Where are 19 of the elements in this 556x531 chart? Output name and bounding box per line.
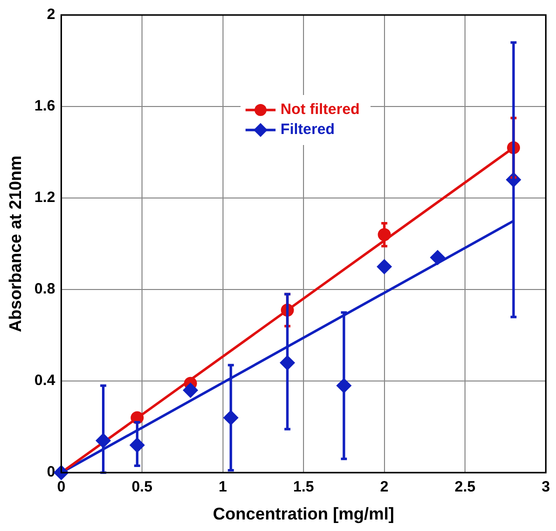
x-tick-label: 1.5 — [293, 478, 314, 496]
y-tick-label: 2 — [46, 6, 56, 24]
x-tick-label: 2.5 — [454, 478, 476, 496]
point — [376, 259, 392, 274]
x-tick-label: 1 — [218, 478, 227, 496]
y-tick-label: 1.2 — [34, 189, 56, 206]
legend-label: Not filtered — [280, 101, 360, 118]
x-axis-title: Concentration [mg/ml] — [212, 504, 394, 524]
point — [430, 250, 446, 266]
point — [182, 382, 198, 398]
x-tick-label: 2 — [380, 478, 388, 496]
y-tick-label: 0.8 — [34, 280, 56, 298]
y-tick-label: 0 — [46, 464, 56, 481]
y-tick-label: 0.4 — [34, 372, 56, 390]
y-axis-title: Absorbance at 210nm — [6, 155, 25, 332]
legend-label: Filtered — [280, 121, 335, 138]
x-tick-label: 3 — [542, 478, 550, 496]
x-tick-label: 0.5 — [132, 478, 152, 496]
y-tick-label: 1.6 — [34, 98, 56, 115]
